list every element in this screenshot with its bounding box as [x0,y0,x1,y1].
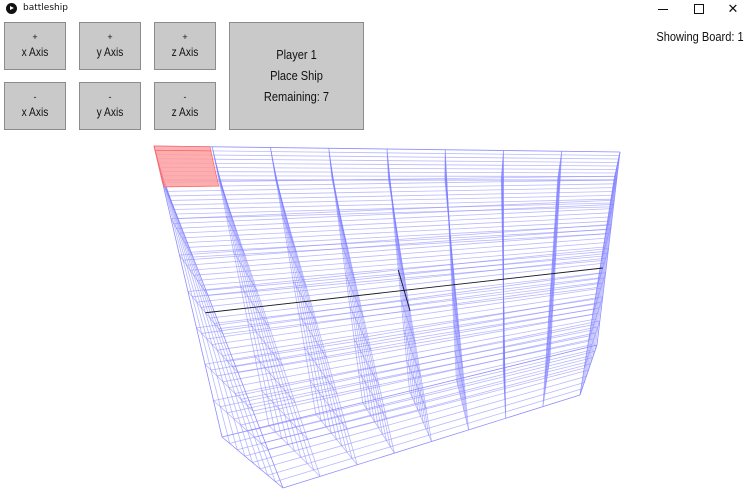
z-axis-line [397,269,411,311]
grid-line [240,329,593,400]
ship-placement-cursor [153,145,220,188]
window-title: battleship [23,3,68,13]
grid-line [222,313,598,383]
button-label: z Axis [171,45,199,59]
remaining-label: Remaining: 7 [263,89,330,104]
minimize-button[interactable] [640,0,686,18]
grid-line [221,344,598,438]
grid-line [196,272,606,329]
grid-line [233,338,595,420]
grid-line [212,287,601,346]
grid-line [240,344,593,426]
grid-line [282,394,581,489]
grid-line [544,330,552,379]
status-panel: Player 1 Place Ship Remaining: 7 [229,22,364,130]
button-label: x Axis [21,45,49,59]
grid-line [267,382,585,476]
grid-line [252,369,589,463]
grid-lines [153,145,621,489]
grid-line [247,350,591,432]
grid-line [444,179,470,430]
grid-line [213,320,600,402]
ship-face [154,149,220,188]
close-icon: ✕ [727,1,739,17]
plus-y-axis-button[interactable]: + y Axis [79,22,141,70]
plus-sign: + [182,32,188,42]
grid-line [232,308,595,368]
grid-line [260,375,587,470]
plus-sign: + [107,32,113,42]
button-label: z Axis [171,105,199,119]
grid-line [237,313,593,373]
board-indicator: Showing Board: 1 [656,29,744,44]
grid-line [220,326,599,408]
plus-z-axis-button[interactable]: + z Axis [154,22,216,70]
minus-sign: - [183,92,187,102]
maximize-icon [694,4,704,14]
grid-line [206,282,603,340]
grid-line [229,350,595,444]
minus-sign: - [33,92,37,102]
grid-line [210,301,602,371]
plus-x-axis-button[interactable]: + x Axis [4,22,66,70]
minus-sign: - [108,92,112,102]
minimize-icon [658,8,668,10]
grid-line [204,296,603,365]
center-axes [205,267,603,314]
action-label: Place Ship [270,68,323,83]
grid-line [201,277,605,334]
grid-line [254,355,589,438]
grid-line [237,357,593,451]
title-bar[interactable]: battleship ✕ [0,0,750,18]
plus-sign: + [32,32,38,42]
grid-line [216,307,600,377]
grid-line [228,318,596,389]
grid-line [227,332,597,414]
maximize-button[interactable] [676,0,722,18]
minus-x-axis-button[interactable]: - x Axis [4,82,66,130]
grid-line [583,320,601,369]
button-label: y Axis [96,105,124,119]
button-label: x Axis [21,105,49,119]
app-icon [6,3,17,14]
player-label: Player 1 [276,47,317,62]
grid-line [252,340,589,412]
grid-line [500,179,507,419]
ship-face [153,145,165,188]
grid-line [579,179,615,396]
grid-line [246,335,591,406]
grid-line [542,179,559,407]
grid-line [275,388,583,483]
button-label: y Axis [96,45,124,59]
close-button[interactable]: ✕ [710,0,750,18]
minus-z-axis-button[interactable]: - z Axis [154,82,216,130]
grid-line [244,363,591,457]
grid-line [217,293,600,351]
grid-line [579,344,598,396]
minus-y-axis-button[interactable]: - y Axis [79,82,141,130]
